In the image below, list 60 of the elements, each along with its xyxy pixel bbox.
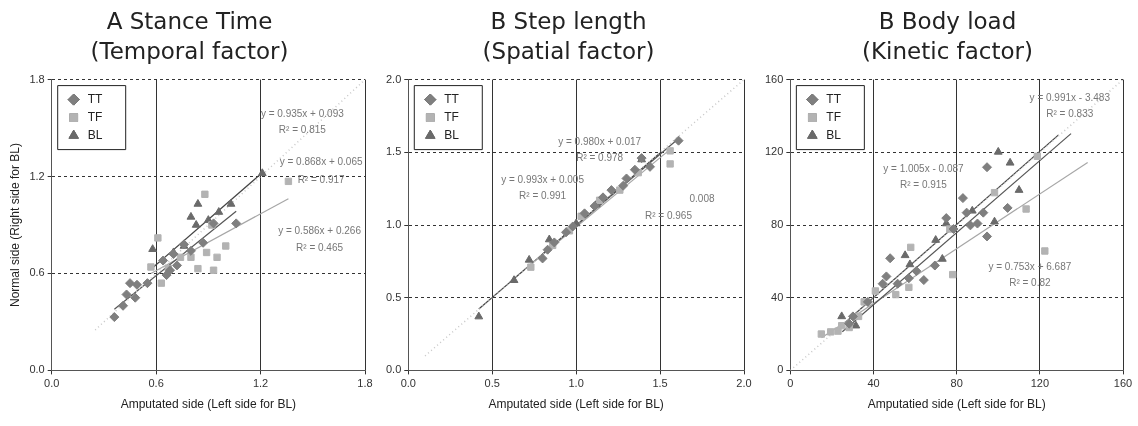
annotation: R² = 0.917	[297, 173, 346, 185]
y-tick-label: 0.0	[29, 363, 45, 376]
chart-subtitle: (Spatial factor)	[481, 37, 656, 66]
annotation: R² = 0.978	[576, 151, 624, 163]
x-tick-label: 0.0	[44, 377, 60, 390]
y-tick-label: 0.0	[385, 363, 402, 376]
annotation: y = 0.586x + 0.266	[278, 224, 362, 236]
x-axis-title: Amputated side (Left side for BL)	[120, 397, 297, 412]
annotation: 0.008	[689, 192, 715, 204]
annotation: y = 0.868x + 0.065	[279, 156, 363, 168]
legend-label: TT	[87, 91, 104, 106]
chart-subtitle: (Kinetic factor)	[861, 37, 1034, 66]
annotation: R² = 0.815	[278, 124, 327, 136]
x-tick-label: 0	[787, 377, 794, 390]
x-tick-label: 1.8	[357, 377, 373, 390]
x-tick-label: 0.6	[148, 377, 164, 390]
chart-title: B Step length	[489, 7, 648, 36]
legend-label: TF	[444, 109, 459, 124]
y-tick-label: 120	[764, 145, 784, 158]
legend-label: BL	[444, 127, 460, 142]
x-tick-label: 1.5	[652, 377, 668, 390]
annotation: R² = 0.465	[296, 242, 344, 254]
annotation: y = 0.991x - 3.483	[1029, 92, 1111, 104]
y-tick-label: 0.6	[29, 266, 45, 279]
y-tick-label: 1.0	[385, 218, 402, 231]
legend-label: TF	[826, 109, 842, 124]
y-axis-title: Normal side (Right side for BL)	[7, 142, 22, 308]
x-axis-title: Amputated side (Left side for BL)	[488, 397, 664, 412]
y-tick-label: 40	[771, 290, 784, 303]
x-tick-label: 2.0	[736, 377, 752, 390]
chart-title: B Body load	[877, 7, 1018, 36]
annotation: R² = 0.915	[899, 179, 948, 191]
annotation: R² = 0.991	[519, 189, 567, 201]
x-axis-title: Amputatied side (Left side for BL)	[867, 397, 1046, 412]
legend-label: BL	[87, 127, 103, 142]
x-tick-label: 0.5	[484, 377, 500, 390]
x-tick-label: 80	[950, 377, 963, 390]
annotation: y = 0.935x + 0.093	[260, 108, 345, 120]
y-tick-label: 0	[777, 363, 784, 376]
chart-subtitle: (Temporal factor)	[89, 37, 290, 66]
y-tick-label: 2.0	[385, 72, 402, 85]
y-tick-label: 1.2	[29, 169, 45, 182]
y-tick-label: 160	[764, 72, 784, 85]
y-tick-label: 0.5	[385, 290, 402, 303]
x-tick-label: 0.0	[400, 377, 416, 390]
x-tick-label: 1.0	[568, 377, 584, 390]
x-tick-label: 1.2	[252, 377, 269, 390]
legend-label: TF	[87, 109, 103, 124]
x-tick-label: 40	[867, 377, 880, 390]
legend-label: TT	[444, 91, 460, 106]
x-tick-label: 120	[1030, 377, 1050, 390]
y-tick-label: 80	[771, 218, 784, 231]
annotation: R² = 0.833	[1046, 108, 1094, 120]
y-tick-label: 1.8	[29, 72, 45, 85]
legend-label: BL	[826, 127, 842, 142]
x-tick-label: 160	[1113, 377, 1133, 390]
chart-title: A Stance Time	[105, 7, 274, 36]
legend-label: TT	[826, 91, 842, 106]
annotation: y = 0.753x + 6.687	[988, 260, 1072, 272]
y-tick-label: 1.5	[385, 145, 402, 158]
